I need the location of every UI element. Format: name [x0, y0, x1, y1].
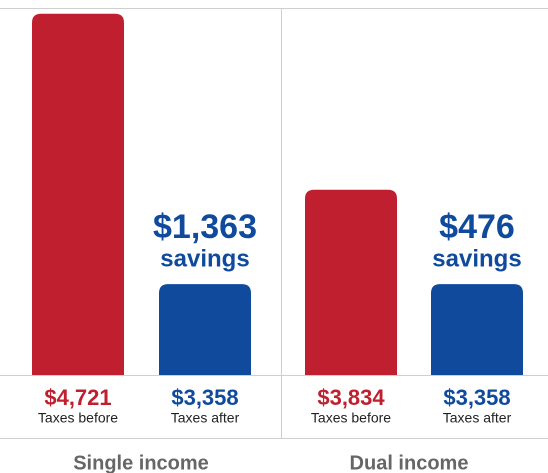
- bar: [159, 284, 251, 375]
- panel-title: Single income: [73, 452, 209, 473]
- panel-title: Dual income: [350, 452, 469, 473]
- savings-label: savings: [160, 245, 249, 272]
- value-label: $3,358: [171, 385, 238, 410]
- savings-label: savings: [432, 245, 521, 272]
- bar: [305, 189, 397, 375]
- value-label: $4,721: [44, 385, 111, 410]
- category-label: Taxes after: [443, 410, 512, 426]
- category-label: Taxes after: [171, 410, 240, 426]
- bar: [431, 284, 523, 375]
- savings-amount: $1,363: [153, 208, 257, 246]
- category-label: Taxes before: [38, 410, 118, 426]
- bar: [32, 13, 124, 376]
- value-label: $3,358: [443, 385, 510, 410]
- category-label: Taxes before: [311, 410, 391, 426]
- value-label: $3,834: [317, 385, 385, 410]
- savings-amount: $476: [439, 208, 515, 246]
